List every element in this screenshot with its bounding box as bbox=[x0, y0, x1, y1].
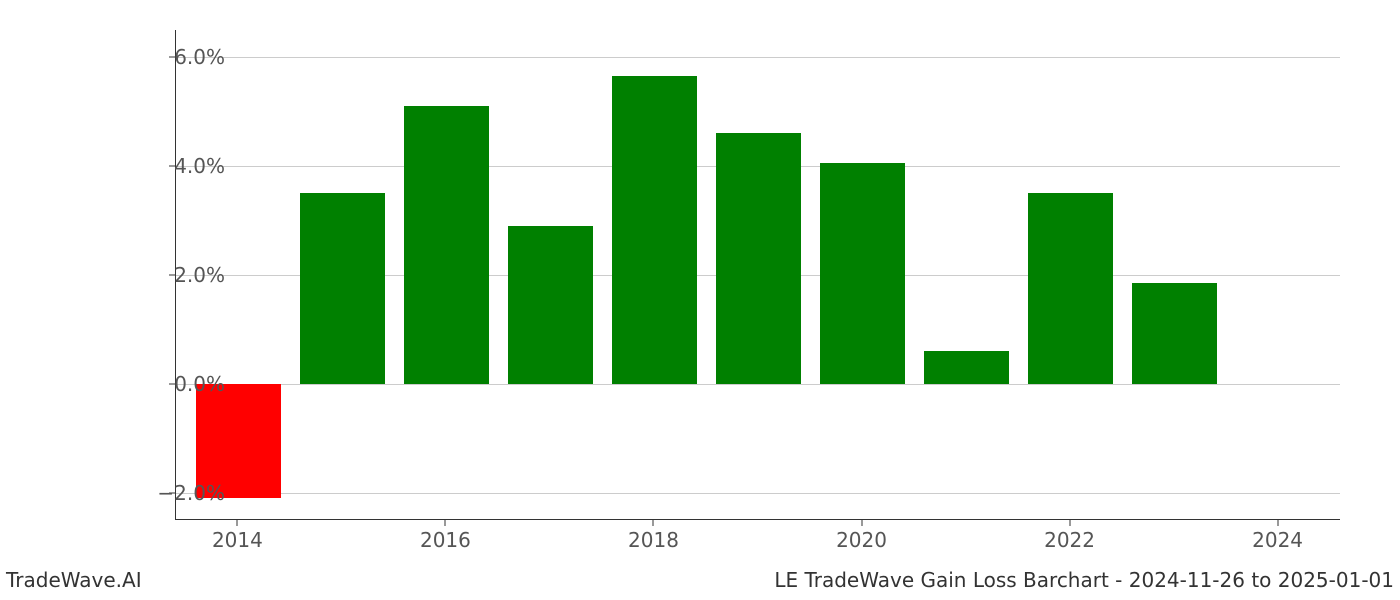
bar-2022 bbox=[1028, 193, 1113, 384]
bar-2019 bbox=[716, 133, 801, 383]
bar-2023 bbox=[1132, 283, 1217, 384]
ytick-label: 6.0% bbox=[145, 45, 225, 69]
xtick-mark bbox=[653, 520, 654, 526]
bar-2021 bbox=[924, 351, 1009, 384]
footer-right-text: LE TradeWave Gain Loss Barchart - 2024-1… bbox=[774, 568, 1394, 592]
ytick-label: 0.0% bbox=[145, 372, 225, 396]
bar-2017 bbox=[508, 226, 593, 384]
bar-2018 bbox=[612, 76, 697, 384]
xtick-label: 2014 bbox=[212, 528, 263, 552]
ytick-label: 4.0% bbox=[145, 154, 225, 178]
chart-container bbox=[175, 30, 1340, 520]
xtick-label: 2018 bbox=[628, 528, 679, 552]
xtick-mark bbox=[237, 520, 238, 526]
ytick-label: −2.0% bbox=[145, 481, 225, 505]
ytick-label: 2.0% bbox=[145, 263, 225, 287]
footer-left-text: TradeWave.AI bbox=[6, 568, 142, 592]
xtick-mark bbox=[1069, 520, 1070, 526]
xtick-label: 2024 bbox=[1252, 528, 1303, 552]
xtick-mark bbox=[861, 520, 862, 526]
gridline bbox=[176, 384, 1340, 385]
xtick-mark bbox=[445, 520, 446, 526]
gridline bbox=[176, 493, 1340, 494]
bar-2016 bbox=[404, 106, 489, 384]
xtick-label: 2022 bbox=[1044, 528, 1095, 552]
gridline bbox=[176, 57, 1340, 58]
xtick-mark bbox=[1277, 520, 1278, 526]
xtick-label: 2016 bbox=[420, 528, 471, 552]
xtick-label: 2020 bbox=[836, 528, 887, 552]
bar-2020 bbox=[820, 163, 905, 384]
plot-area bbox=[175, 30, 1340, 520]
bar-2015 bbox=[300, 193, 385, 384]
